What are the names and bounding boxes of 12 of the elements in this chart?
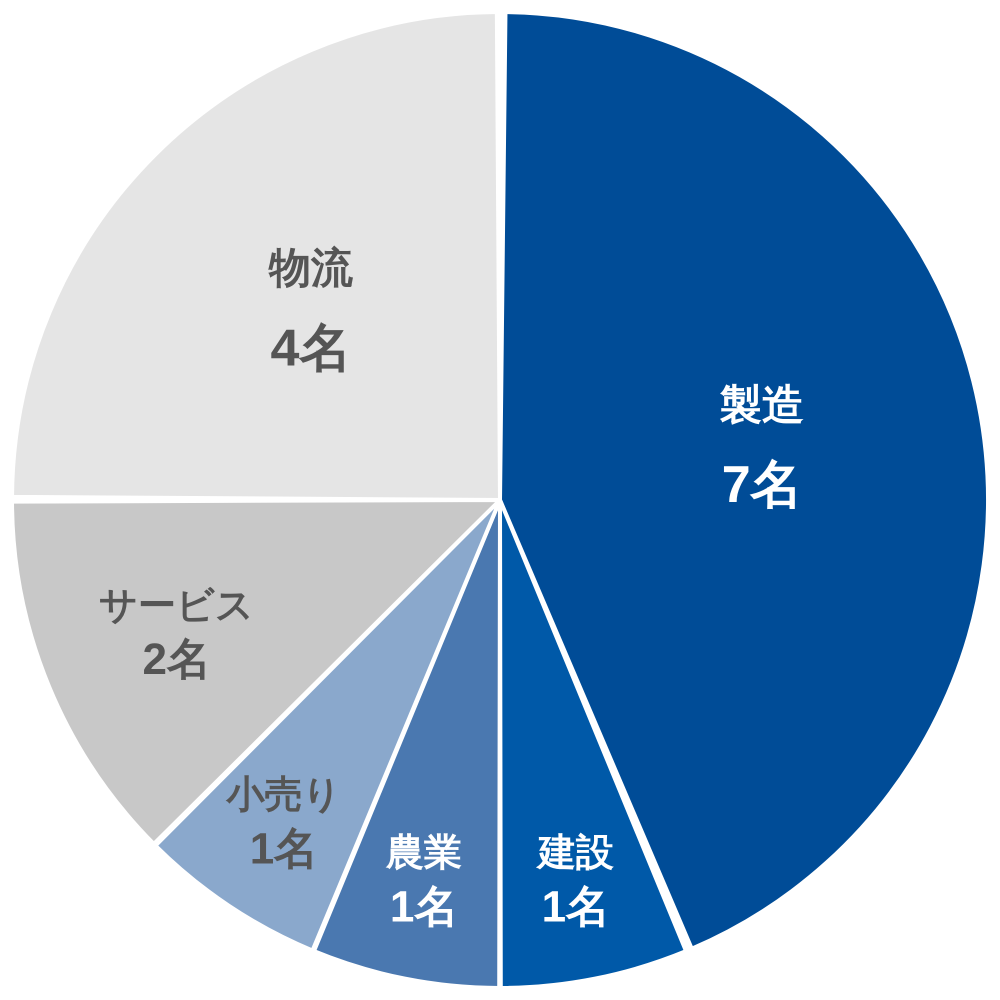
data-label: 4名 bbox=[270, 319, 352, 378]
data-label: 1名 bbox=[390, 882, 458, 932]
data-label: 1名 bbox=[542, 882, 610, 932]
slice-label: 物流 bbox=[268, 242, 353, 292]
data-label: 7名 bbox=[722, 456, 803, 514]
slice-label: 製造 bbox=[719, 380, 804, 429]
data-label: 2名 bbox=[142, 635, 211, 684]
slice-label: 建設 bbox=[534, 830, 614, 874]
slice-label: 農業 bbox=[385, 830, 462, 874]
data-label: 1名 bbox=[250, 824, 318, 874]
slice-label: 小売り bbox=[225, 772, 342, 816]
slice-label: サービス bbox=[99, 582, 254, 627]
